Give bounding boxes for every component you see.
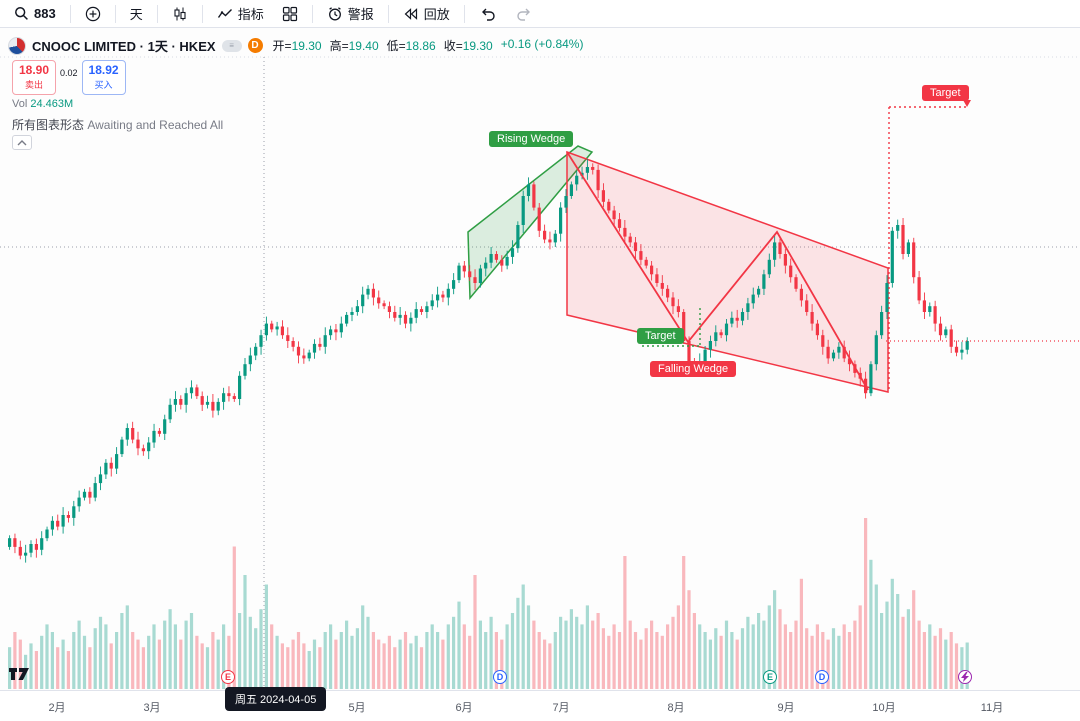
undo-button[interactable] [471, 3, 505, 25]
replay-icon [404, 7, 417, 20]
falling-wedge-label[interactable]: Falling Wedge [650, 361, 737, 377]
interval-label: 天 [129, 7, 143, 22]
delayed-data-badge[interactable]: D [247, 38, 263, 53]
redo-button[interactable] [507, 3, 541, 25]
symbol-search-value: 883 [34, 6, 56, 21]
sell-price: 18.90 [18, 63, 50, 77]
target-green-label[interactable]: Target [637, 328, 684, 344]
layout-grid-button[interactable] [274, 3, 306, 25]
toolbar-separator [201, 4, 203, 23]
volume-value: 24.463M [30, 98, 74, 110]
high-label: 高= [329, 39, 349, 53]
flash-event-badge[interactable] [958, 670, 972, 684]
plus-circle-icon [85, 6, 100, 21]
alarm-clock-icon [328, 6, 341, 20]
toolbar-separator [387, 4, 389, 23]
month-label: 3月 [143, 702, 161, 714]
sell-label: 卖出 [24, 80, 43, 90]
chart-style-button[interactable] [164, 3, 196, 25]
close-value: 19.30 [462, 39, 493, 53]
interval-button[interactable]: 天 [122, 1, 151, 26]
patterns-indicator-legend[interactable]: 所有图表形态 Awaiting and Reached All [12, 116, 223, 133]
tradingview-logo[interactable] [8, 666, 30, 687]
compare-add-button[interactable] [77, 3, 109, 25]
spread-value: 0.02 [60, 68, 78, 78]
event-badge-D[interactable]: D [815, 670, 829, 684]
legend-collapse-button[interactable] [12, 135, 32, 150]
top-toolbar: 883 天 指标 [0, 0, 1080, 28]
buy-button[interactable]: 18.92 买入 [81, 60, 126, 95]
indicators-label: 指标 [237, 7, 264, 22]
open-label: 开= [272, 39, 292, 53]
symbol-interval: 1天 [147, 39, 168, 54]
symbol-logo [8, 36, 26, 55]
symbol-name: CNOOC LIMITED [32, 39, 136, 54]
target-red-label[interactable]: Target [922, 85, 969, 101]
patterns-title-cn: 所有图表形态 [12, 118, 85, 132]
replay-button[interactable]: 回放 [395, 1, 458, 26]
month-label: 6月 [455, 702, 473, 714]
toolbar-separator [114, 4, 116, 23]
chevron-up-icon [17, 139, 27, 145]
close-label: 收= [443, 39, 463, 53]
symbol-legend: CNOOC LIMITED · 1天 · HKEX ≡ D 开=19.30 高=… [8, 36, 583, 55]
indicators-icon [217, 8, 232, 18]
chart-area[interactable]: CNOOC LIMITED · 1天 · HKEX ≡ D 开=19.30 高=… [0, 28, 1080, 721]
toolbar-separator [156, 4, 158, 23]
replay-label: 回放 [423, 7, 450, 22]
event-badge-E[interactable]: E [221, 670, 235, 684]
symbol-exchange: HKEX [179, 39, 216, 54]
alert-button[interactable]: 警报 [319, 1, 382, 26]
toolbar-separator [69, 4, 71, 23]
trade-buttons: 18.90 卖出 0.02 18.92 买入 [12, 60, 126, 95]
ohlc-values: 开=19.30 高=19.40 低=18.86 收=19.30 +0.16 (+… [273, 37, 584, 54]
toolbar-separator [311, 4, 313, 23]
high-value: 19.40 [348, 39, 379, 53]
time-axis[interactable]: 2月 3月 5月 6月 7月 8月 9月 10月 11月 [0, 690, 1080, 721]
volume-legend[interactable]: Vol 24.463M [12, 98, 73, 110]
event-badge-D[interactable]: D [493, 670, 507, 684]
low-value: 18.86 [405, 39, 436, 53]
month-label: 10月 [872, 702, 896, 714]
low-label: 低= [386, 39, 406, 53]
month-label: 5月 [348, 702, 366, 714]
date-tooltip: 周五 2024-04-05 [225, 687, 327, 711]
separator-dot: · [171, 39, 176, 54]
symbol-search-button[interactable]: 883 [6, 3, 64, 24]
change-value: +0.16 (+0.84%) [500, 37, 584, 51]
month-label: 7月 [552, 702, 570, 714]
month-label: 8月 [667, 702, 685, 714]
alert-label: 警报 [347, 7, 374, 22]
tradingview-logo-glyph [9, 668, 29, 680]
candlestick-style-icon [174, 7, 186, 20]
grid-layout-icon [282, 6, 297, 21]
buy-label: 买入 [94, 80, 113, 90]
sell-button[interactable]: 18.90 卖出 [12, 60, 56, 95]
month-label: 9月 [777, 702, 795, 714]
separator-dot: · [139, 39, 144, 54]
month-label: 11月 [980, 702, 1004, 714]
volume-label: Vol [12, 98, 28, 110]
month-label: 2月 [48, 702, 66, 714]
market-status-badge[interactable]: ≡ [221, 39, 242, 52]
symbol-title[interactable]: CNOOC LIMITED · 1天 · HKEX [32, 36, 216, 55]
indicators-button[interactable]: 指标 [209, 1, 272, 26]
search-icon [15, 7, 28, 20]
toolbar-separator [463, 4, 465, 23]
redo-icon [517, 8, 530, 21]
patterns-title-en: Awaiting and Reached All [84, 118, 224, 132]
buy-price: 18.92 [88, 63, 119, 77]
undo-icon [481, 8, 495, 21]
event-badge-E[interactable]: E [763, 670, 777, 684]
rising-wedge-label[interactable]: Rising Wedge [489, 131, 574, 147]
open-value: 19.30 [291, 39, 322, 53]
lightning-icon [961, 672, 969, 682]
